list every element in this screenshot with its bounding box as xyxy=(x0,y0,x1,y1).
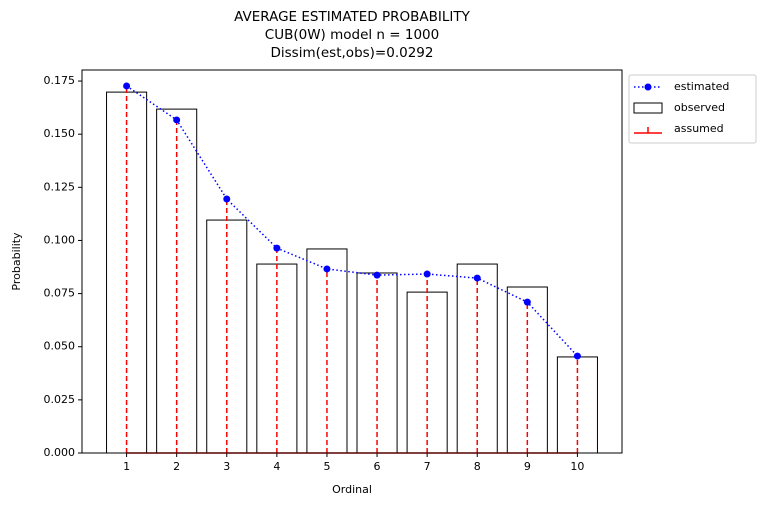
marker xyxy=(373,271,381,279)
legend-label: observed xyxy=(674,101,725,114)
marker xyxy=(523,298,531,306)
chart-title: CUB(0W) model n = 1000 xyxy=(265,27,439,43)
y-tick-label: 0.075 xyxy=(44,287,76,300)
x-tick-label: 1 xyxy=(123,460,130,473)
x-tick-label: 3 xyxy=(223,460,230,473)
x-tick-label: 7 xyxy=(424,460,431,473)
x-tick-label: 9 xyxy=(524,460,531,473)
marker xyxy=(473,274,481,282)
marker xyxy=(423,270,431,278)
marker xyxy=(273,244,281,252)
y-tick-label: 0.175 xyxy=(44,74,76,87)
marker xyxy=(173,116,181,124)
chart-title: AVERAGE ESTIMATED PROBABILITY xyxy=(234,9,471,25)
y-tick-label: 0.100 xyxy=(44,233,76,246)
x-tick-label: 4 xyxy=(273,460,280,473)
legend: estimated observed assumed xyxy=(628,74,757,144)
y-tick-label: 0.150 xyxy=(44,127,76,140)
x-tick-label: 2 xyxy=(173,460,180,473)
marker xyxy=(573,352,581,360)
y-axis-label: Probability xyxy=(10,232,23,291)
legend-box xyxy=(628,74,757,144)
y-tick-label: 0.125 xyxy=(44,180,76,193)
y-tick-label: 0.050 xyxy=(44,340,76,353)
x-tick-label: 8 xyxy=(474,460,481,473)
y-tick-label: 0.025 xyxy=(44,393,76,406)
legend-swatch xyxy=(644,83,652,91)
marker xyxy=(323,265,331,273)
legend-swatch xyxy=(633,102,663,114)
legend-label: assumed xyxy=(674,122,724,135)
marker xyxy=(123,82,131,90)
marker xyxy=(223,195,231,203)
bar xyxy=(306,248,348,454)
line xyxy=(126,85,578,357)
y-tick-label: 0.000 xyxy=(44,446,76,459)
legend-label: estimated xyxy=(674,80,729,93)
x-tick-label: 6 xyxy=(374,460,381,473)
x-axis-label: Ordinal xyxy=(332,483,372,496)
plot-frame xyxy=(81,69,623,454)
x-tick-label: 5 xyxy=(323,460,330,473)
chart-title: Dissim(est,obs)=0.0292 xyxy=(271,45,434,61)
x-tick-label: 10 xyxy=(570,460,584,473)
